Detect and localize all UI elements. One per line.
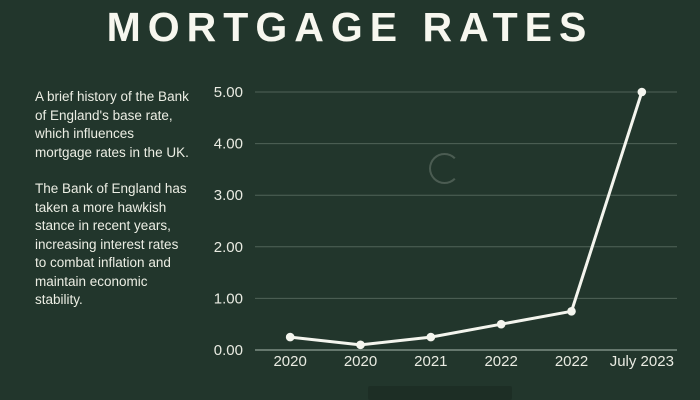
data-point — [426, 332, 436, 342]
y-axis-tick-label: 5.00 — [214, 84, 243, 101]
y-axis-tick-label: 3.00 — [214, 187, 243, 204]
y-axis-tick-label: 1.00 — [214, 290, 243, 307]
x-axis-tick-label: 2020 — [273, 353, 306, 370]
data-point — [567, 307, 576, 316]
x-axis-tick-label: 2022 — [555, 353, 588, 370]
x-axis-tick-label: 2022 — [484, 353, 517, 370]
y-axis-tick-label: 0.00 — [214, 342, 243, 359]
y-axis-tick-label: 4.00 — [214, 136, 243, 153]
x-axis-tick-label: 2021 — [414, 353, 447, 370]
data-point — [356, 340, 365, 350]
description-paragraph-2: The Bank of England has taken a more haw… — [35, 181, 187, 307]
x-axis-tick-label: 2020 — [344, 353, 377, 370]
x-axis-tick-label: July 2023 — [610, 353, 674, 370]
description-text-block: A brief history of the Bank of England's… — [35, 88, 193, 328]
description-paragraph-1: A brief history of the Bank of England's… — [35, 89, 189, 160]
line-chart: 0.00 1.00 2.00 3.00 4.00 5.00 2020 2020 2021 2022… — [214, 84, 677, 370]
loading-spinner-icon — [429, 153, 460, 184]
rate-line-series — [288, 90, 644, 347]
data-point — [637, 87, 647, 97]
data-point — [285, 332, 295, 342]
footer-watermark-bar — [368, 386, 512, 400]
data-point — [496, 319, 506, 329]
y-axis-tick-label: 2.00 — [214, 239, 243, 256]
page-title: MORTGAGE RATES — [106, 4, 594, 50]
